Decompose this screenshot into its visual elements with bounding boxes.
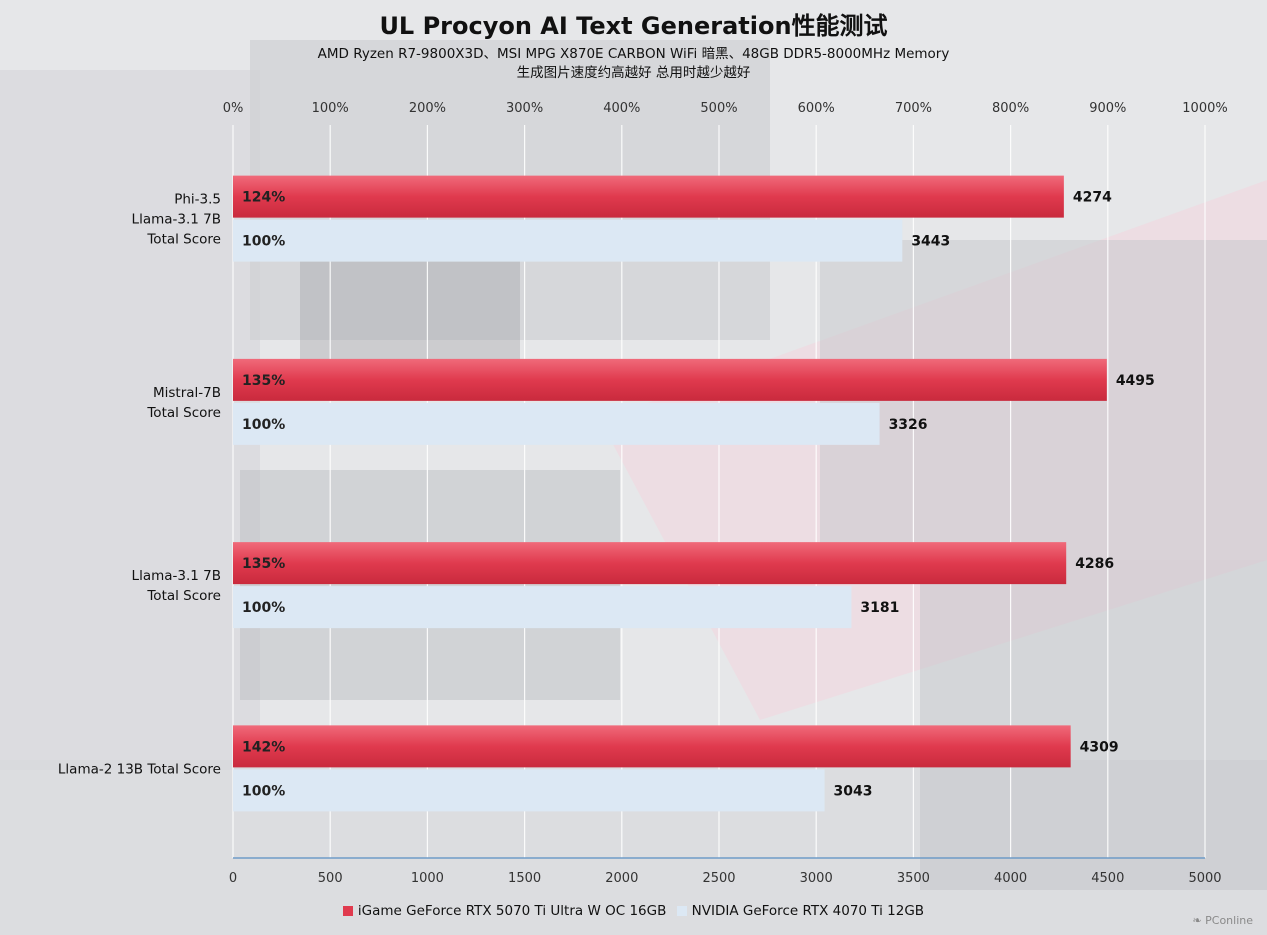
legend-item-series-a: iGame GeForce RTX 5070 Ti Ultra W OC 16G…: [342, 903, 667, 919]
x-tick-label-bottom: 1000: [411, 871, 444, 886]
x-tick-label-bottom: 2000: [605, 871, 638, 886]
bar-series-b: [233, 586, 852, 629]
category-label: Mistral-7B: [153, 385, 221, 401]
percent-label-series-a: 135%: [242, 556, 285, 572]
x-tick-label-top: 300%: [506, 101, 543, 116]
x-tick-label-bottom: 0: [229, 871, 237, 886]
legend: iGame GeForce RTX 5070 Ti Ultra W OC 16G…: [0, 903, 1267, 920]
percent-label-series-a: 124%: [242, 190, 285, 206]
x-tick-label-top: 400%: [603, 101, 640, 116]
value-label-series-a: 4309: [1080, 739, 1119, 755]
percent-label-series-b: 100%: [242, 600, 285, 616]
value-label-series-b: 3043: [834, 783, 873, 799]
legend-swatch-series-a: [342, 906, 353, 916]
category-label: Total Score: [146, 588, 221, 604]
value-label-series-a: 4286: [1075, 556, 1114, 572]
x-tick-label-bottom: 3000: [800, 871, 833, 886]
category-label: Llama-2 13B Total Score: [58, 761, 221, 777]
chart-title: UL Procyon AI Text Generation性能测试: [379, 12, 888, 40]
x-tick-label-top: 800%: [992, 101, 1029, 116]
bar-series-a: [233, 358, 1107, 401]
x-tick-label-bottom: 1500: [508, 871, 541, 886]
bar-series-a: [233, 175, 1064, 218]
percent-label-series-a: 142%: [242, 739, 285, 755]
category-label: Llama-3.1 7B: [132, 212, 221, 228]
chart-subtitle-line2: 生成图片速度约高越好 总用时越少越好: [516, 65, 751, 81]
legend-label-series-b: NVIDIA GeForce RTX 4070 Ti 12GB: [691, 903, 925, 919]
x-tick-label-bottom: 3500: [897, 871, 930, 886]
value-label-series-b: 3181: [860, 600, 899, 616]
x-tick-label-bottom: 4500: [1091, 871, 1124, 886]
percent-label-series-b: 100%: [242, 783, 285, 799]
x-tick-label-bottom: 500: [318, 871, 343, 886]
bar-series-a: [233, 542, 1067, 585]
bar-series-b: [233, 402, 880, 445]
x-tick-label-top: 600%: [798, 101, 835, 116]
value-label-series-b: 3326: [889, 417, 928, 433]
percent-label-series-a: 135%: [242, 373, 285, 389]
bar-series-b: [233, 219, 903, 262]
x-tick-label-bottom: 2500: [702, 871, 735, 886]
legend-label-series-a: iGame GeForce RTX 5070 Ti Ultra W OC 16G…: [357, 903, 667, 919]
legend-swatch-series-b: [676, 906, 687, 916]
x-tick-label-bottom: 5000: [1188, 871, 1221, 886]
value-label-series-a: 4274: [1073, 190, 1112, 206]
x-tick-label-top: 900%: [1089, 101, 1126, 116]
chart-subtitle-line1: AMD Ryzen R7-9800X3D、MSI MPG X870E CARBO…: [317, 46, 950, 62]
category-label: Llama-3.1 7B: [132, 568, 221, 584]
x-tick-label-top: 700%: [895, 101, 932, 116]
bar-series-b: [233, 769, 825, 812]
x-tick-label-top: 200%: [409, 101, 446, 116]
x-tick-label-bottom: 4000: [994, 871, 1027, 886]
legend-item-series-b: NVIDIA GeForce RTX 4070 Ti 12GB: [676, 903, 925, 919]
watermark-logo: ❧ PConline: [1192, 914, 1253, 927]
percent-label-series-b: 100%: [242, 417, 285, 433]
category-label: Total Score: [146, 232, 221, 248]
percent-label-series-b: 100%: [242, 234, 285, 250]
watermark-text: PConline: [1205, 914, 1253, 927]
value-label-series-a: 4495: [1116, 373, 1155, 389]
category-label: Phi-3.5: [174, 192, 221, 208]
value-label-series-b: 3443: [911, 234, 950, 250]
bar-series-a: [233, 725, 1071, 768]
x-tick-label-top: 100%: [312, 101, 349, 116]
x-tick-label-top: 0%: [223, 101, 244, 116]
x-tick-label-top: 1000%: [1182, 101, 1227, 116]
category-label: Total Score: [146, 405, 221, 421]
x-tick-label-top: 500%: [700, 101, 737, 116]
